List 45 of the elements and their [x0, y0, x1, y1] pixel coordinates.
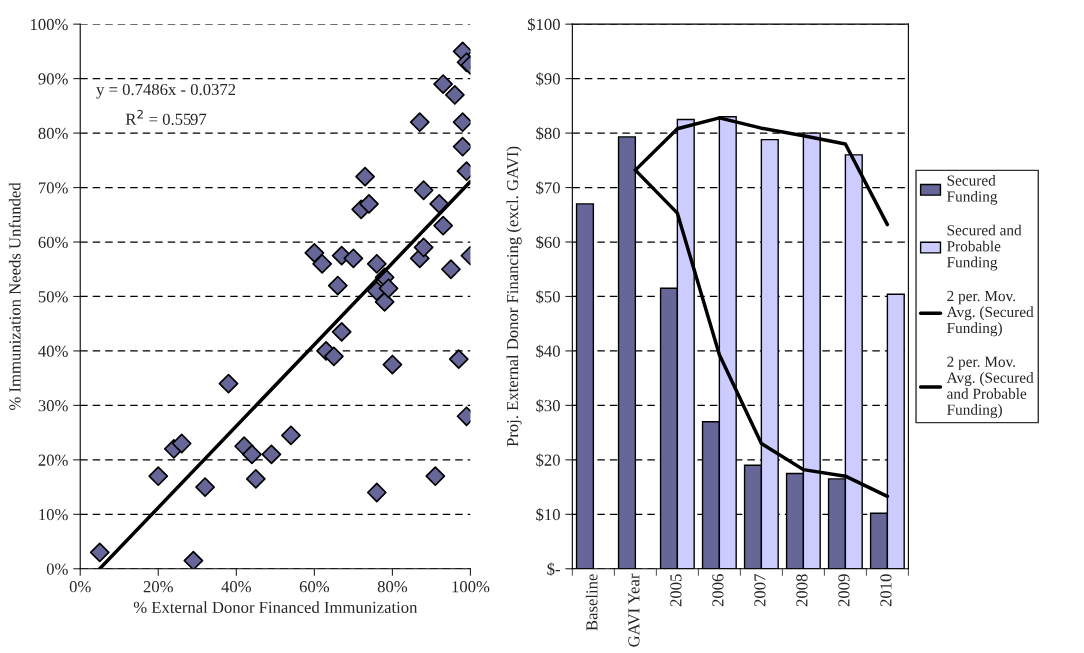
annotation: R$^{2}$ = 0.5597 — [125, 109, 207, 126]
x-tick-label: 2010 — [880, 574, 892, 607]
legend-label: Secured and Probable Funding — [947, 224, 1022, 271]
annotation: y = 0.7486x - 0.0372 — [96, 83, 236, 99]
x-tick-label: 2006 — [712, 574, 724, 607]
y-tick-label: $10 — [536, 508, 560, 522]
x-tick-label: Baseline — [585, 574, 598, 631]
y-tick-label: 10% — [39, 509, 68, 521]
y-tick-label: 20% — [38, 454, 68, 466]
y-tick-label: $90 — [536, 72, 560, 86]
x-tick-label: 20% — [143, 581, 173, 593]
x-tick-label: 40% — [221, 581, 252, 593]
legend-label: 2 per. Mov. Avg. (Secured and Probable Funding) — [946, 356, 1034, 418]
x-tick-label: 0% — [69, 581, 91, 593]
y-tick-label: $80 — [536, 126, 560, 141]
x-tick-label: 2005 — [670, 574, 682, 607]
y-tick-label: 80% — [38, 127, 68, 140]
y-tick-label: $60 — [536, 235, 560, 250]
y-axis-title: % Immunization Needs Unfunded — [8, 182, 21, 410]
y-tick-label: $30 — [536, 399, 560, 413]
legend-label: 2 per. Mov. Avg. (Secured Funding) — [946, 290, 1034, 337]
y-tick-label: 40% — [38, 345, 68, 357]
y-tick-label: $50 — [536, 290, 560, 304]
y-tick-label: $- — [547, 562, 560, 576]
y-tick-label: 100% — [30, 18, 68, 31]
y-tick-label: $20 — [536, 453, 560, 467]
y-tick-label: $40 — [536, 344, 560, 358]
x-tick-label: GAVI Year — [628, 573, 640, 647]
x-axis-title: % External Donor Financed Immunization — [133, 601, 418, 614]
y-tick-label: 70% — [38, 182, 68, 194]
y-tick-label: $100 — [527, 17, 560, 32]
y-tick-label: 0% — [46, 563, 68, 575]
y-axis-title: Proj. External Donor Financing (excl. GAVI) — [506, 146, 522, 447]
y-tick-label: 50% — [38, 291, 68, 303]
x-tick-label: 2007 — [754, 574, 766, 607]
x-tick-label: 80% — [377, 581, 408, 593]
legend-label: Secured Funding — [947, 174, 998, 205]
y-tick-label: $70 — [536, 181, 560, 195]
x-tick-label: 100% — [452, 581, 490, 593]
x-tick-label: 2009 — [838, 574, 850, 607]
y-tick-label: 90% — [38, 73, 68, 85]
y-tick-label: 60% — [38, 236, 68, 248]
y-tick-label: 30% — [38, 400, 68, 412]
x-tick-label: 2008 — [796, 574, 808, 607]
x-tick-label: 60% — [299, 581, 330, 593]
